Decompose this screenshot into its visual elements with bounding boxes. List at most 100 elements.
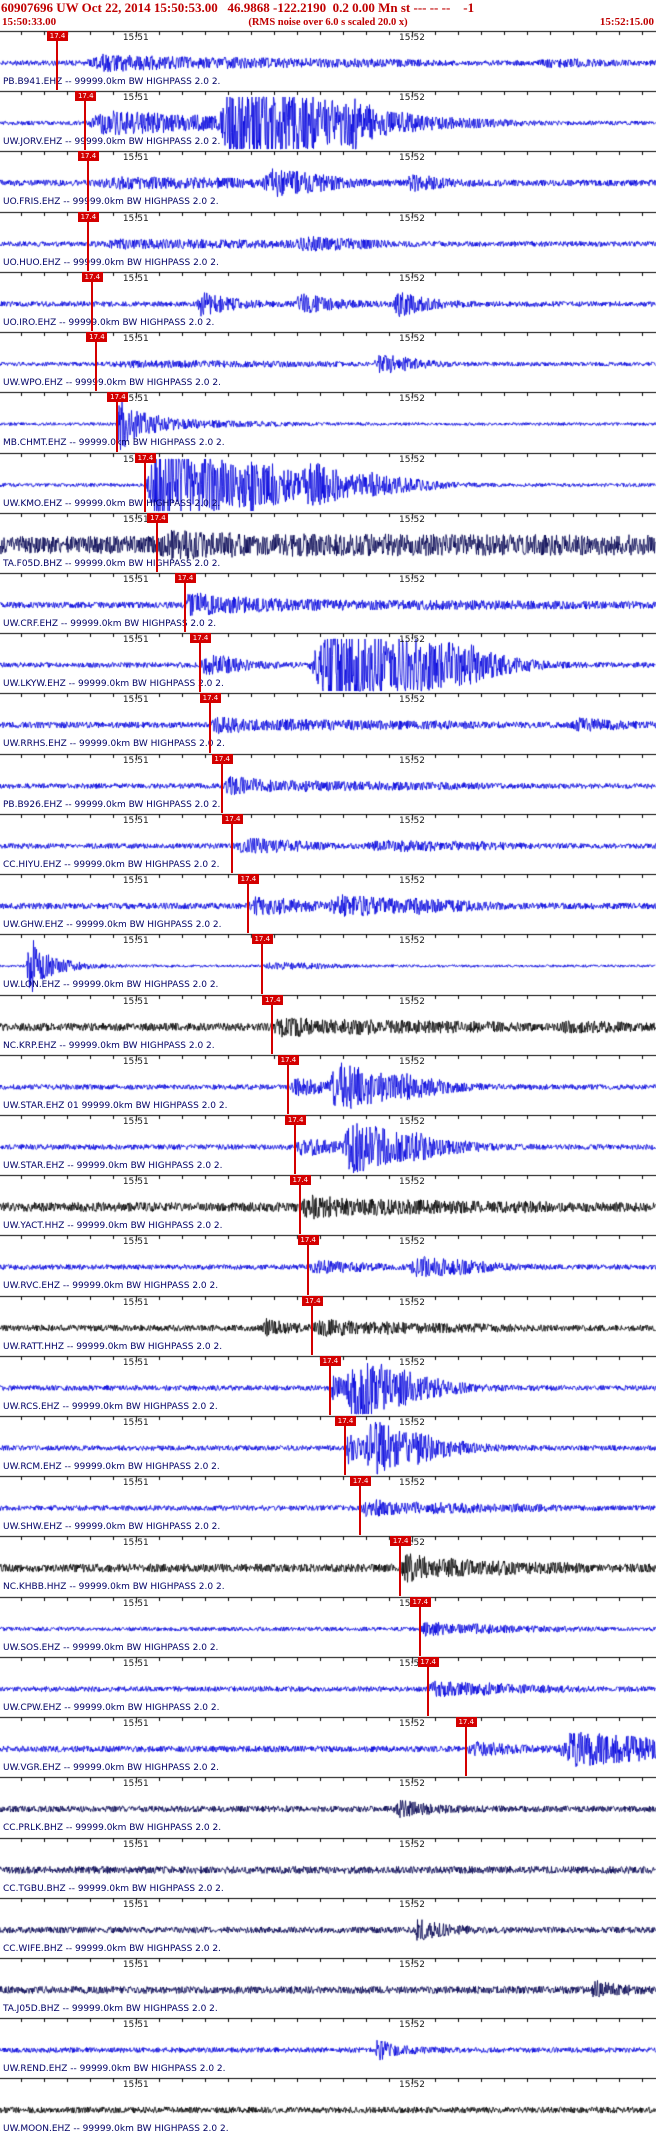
station-label: UW.CRF.EHZ -- 99999.0km BW HIGHPASS 2.0 …: [3, 618, 217, 629]
waveform-canvas[interactable]: [0, 270, 656, 331]
waveform-canvas[interactable]: [0, 1957, 656, 2017]
waveform-canvas[interactable]: [0, 812, 656, 873]
pick-line: [90, 280, 93, 332]
pick-flag[interactable]: 17.4: [262, 994, 284, 1005]
pick-flag[interactable]: 17.4: [455, 1717, 477, 1728]
waveform-canvas[interactable]: [0, 1174, 656, 1235]
pick-flag[interactable]: 17.4: [409, 1596, 431, 1607]
waveform-canvas[interactable]: [0, 1896, 656, 1957]
pick-flag[interactable]: 17.4: [77, 211, 99, 222]
pick-flag[interactable]: 17.4: [237, 874, 259, 885]
pick-flag[interactable]: 17.4: [134, 452, 156, 463]
waveform-canvas[interactable]: [0, 90, 656, 151]
time-tick-label: 15:52: [398, 1779, 425, 1790]
waveform-canvas[interactable]: [0, 1234, 656, 1295]
time-tick-label: 15:52: [398, 1658, 425, 1669]
waveform-canvas[interactable]: [0, 511, 656, 572]
waveform-canvas[interactable]: [0, 1053, 656, 1114]
time-window-line: 15:50:33.00 (RMS noise over 6.0 s scaled…: [0, 16, 656, 29]
time-tick-label: 15:52: [398, 2080, 425, 2091]
pick-flag[interactable]: 17.4: [211, 753, 233, 764]
time-tick-label: 15:51: [122, 996, 149, 1007]
pick-flag[interactable]: 17.4: [319, 1355, 341, 1366]
waveform-canvas[interactable]: [0, 1836, 656, 1897]
pick-flag[interactable]: 17.4: [77, 151, 99, 162]
waveform-canvas[interactable]: [0, 1535, 656, 1596]
pick-flag[interactable]: 17.4: [75, 91, 97, 102]
pick-flag[interactable]: 17.4: [390, 1536, 412, 1547]
pick-flag[interactable]: 17.4: [285, 1114, 307, 1125]
pick-flag[interactable]: 17.4: [297, 1235, 319, 1246]
pick-flag[interactable]: 17.4: [47, 31, 69, 41]
pick-line: [306, 1244, 309, 1295]
trace-row: 15:51 15:52 CC.TGBU.BHZ -- 99999.0km BW HI…: [0, 1836, 656, 1897]
pick-flag[interactable]: 17.4: [289, 1175, 311, 1186]
waveform-canvas[interactable]: [0, 571, 656, 632]
pick-flag[interactable]: 17.4: [81, 271, 103, 282]
station-label: PB.B941.EHZ -- 99999.0km BW HIGHPASS 2.0…: [3, 77, 221, 87]
waveform-canvas[interactable]: [0, 752, 656, 813]
trace-row: 15:51 15:52 UW.CRF.EHZ -- 99999.0km BW HIG…: [0, 571, 656, 633]
station-label: CC.HIYU.EHZ -- 99999.0km BW HIGHPASS 2.0…: [3, 859, 220, 870]
waveform-canvas[interactable]: [0, 451, 656, 512]
pick-flag[interactable]: 17.4: [277, 1054, 299, 1065]
trace-row: 15:51 15:52 UW.RVC.EHZ -- 99999.0km BW HIG…: [0, 1234, 656, 1295]
waveform-canvas[interactable]: [0, 1655, 656, 1716]
pick-flag[interactable]: 17.4: [302, 1295, 324, 1306]
pick-line: [464, 1726, 467, 1777]
pick-flag[interactable]: 17.4: [222, 813, 244, 824]
time-tick-label: 15:51: [122, 153, 149, 164]
time-tick-label: 15:52: [398, 273, 425, 284]
time-tick-label: 15:51: [122, 1960, 149, 1970]
pick-flag[interactable]: 17.4: [199, 693, 221, 704]
time-tick-label: 15:51: [122, 1297, 149, 1308]
pick-flag[interactable]: 17.4: [174, 572, 196, 583]
waveform-canvas[interactable]: [0, 692, 656, 753]
station-label: UW.REND.EHZ -- 99999.0km BW HIGHPASS 2.0…: [3, 2064, 226, 2075]
waveform-canvas[interactable]: [0, 1113, 656, 1174]
pick-flag[interactable]: 17.4: [350, 1476, 372, 1487]
window-end-time: 15:52:15.00: [599, 16, 654, 28]
pick-flag[interactable]: 17.4: [417, 1656, 439, 1667]
time-tick-label: 15:52: [398, 153, 425, 164]
station-label: UW.MOON.EHZ -- 99999.0km BW HIGHPASS 2.0…: [3, 2124, 229, 2135]
waveform-canvas[interactable]: [0, 1475, 656, 1536]
time-tick-label: 15:51: [122, 33, 149, 43]
rms-scale-note: (RMS noise over 6.0 s scaled 20.0 x): [248, 17, 408, 28]
waveform-canvas[interactable]: [0, 30, 656, 90]
trace-row: 15:51 15:52 PB.B941.EHZ -- 99999.0km BW HI…: [0, 30, 656, 91]
pick-flag[interactable]: 17.4: [190, 633, 212, 644]
waveform-canvas[interactable]: [0, 1595, 656, 1656]
time-tick-label: 15:51: [122, 93, 149, 104]
pick-flag[interactable]: 17.4: [107, 392, 129, 403]
pick-line: [86, 220, 89, 271]
time-tick-label: 15:51: [122, 815, 149, 826]
waveform-canvas[interactable]: [0, 993, 656, 1054]
pick-flag[interactable]: 17.4: [335, 1416, 357, 1427]
pick-flag[interactable]: 17.4: [147, 512, 169, 523]
pick-flag[interactable]: 17.4: [251, 934, 273, 945]
waveform-canvas[interactable]: [0, 873, 656, 934]
trace-row: 15:51 15:52 NC.KRP.EHZ -- 99999.0km BW HIG…: [0, 993, 656, 1054]
waveform-canvas[interactable]: [0, 1716, 656, 1777]
waveform-canvas[interactable]: [0, 632, 656, 693]
time-tick-label: 15:52: [398, 33, 425, 43]
waveform-canvas[interactable]: [0, 2077, 656, 2138]
waveform-canvas[interactable]: [0, 331, 656, 392]
waveform-canvas[interactable]: [0, 1776, 656, 1837]
station-label: UW.VGR.EHZ -- 99999.0km BW HIGHPASS 2.0 …: [3, 1763, 219, 1774]
waveform-canvas[interactable]: [0, 210, 656, 271]
time-tick-label: 15:52: [398, 334, 425, 345]
waveform-canvas[interactable]: [0, 933, 656, 994]
station-label: UW.JORV.EHZ -- 99999.0km BW HIGHPASS 2.0…: [3, 137, 221, 148]
station-label: UW.SHW.EHZ -- 99999.0km BW HIGHPASS 2.0 …: [3, 1522, 221, 1533]
time-tick-label: 15:52: [398, 635, 425, 646]
station-label: CC.TGBU.BHZ -- 99999.0km BW HIGHPASS 2.0…: [3, 1883, 224, 1894]
waveform-canvas[interactable]: [0, 1415, 656, 1476]
pick-flag[interactable]: 17.4: [86, 332, 108, 343]
trace-row: 15:51 15:52 UW.RATT.HHZ -- 99999.0km BW HI…: [0, 1294, 656, 1355]
waveform-canvas[interactable]: [0, 2017, 656, 2078]
time-tick-label: 15:51: [122, 514, 149, 525]
waveform-canvas[interactable]: [0, 150, 656, 211]
waveform-canvas[interactable]: [0, 1294, 656, 1355]
